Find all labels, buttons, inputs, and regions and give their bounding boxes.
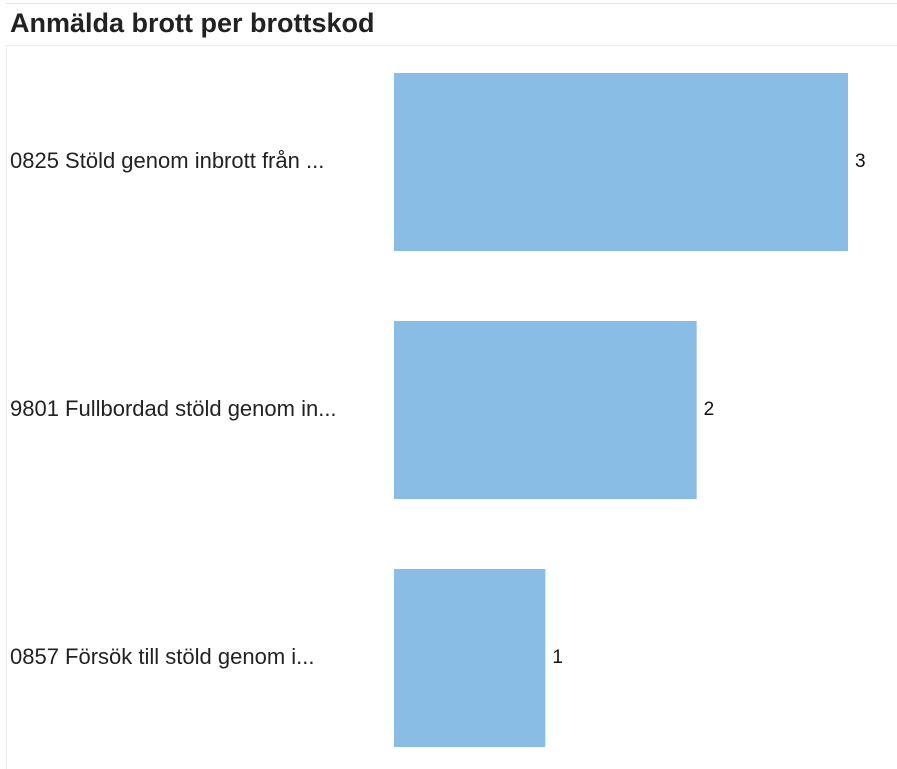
bar-0[interactable]: [394, 73, 848, 251]
value-label-1: 2: [704, 399, 715, 420]
chart-title: Anmälda brott per brottskod: [10, 8, 375, 38]
category-label-2: 0857 Försök till stöld genom i...: [10, 644, 314, 669]
value-label-0: 3: [855, 151, 866, 172]
category-label-1: 9801 Fullbordad stöld genom in...: [10, 396, 337, 421]
bar-2[interactable]: [394, 569, 546, 747]
top-divider: [6, 3, 897, 4]
bar-1[interactable]: [394, 321, 697, 499]
left-border: [6, 46, 7, 769]
category-label-0: 0825 Stöld genom inbrott från ...: [10, 148, 324, 173]
value-label-2: 1: [552, 647, 563, 668]
title-divider: [6, 45, 897, 46]
